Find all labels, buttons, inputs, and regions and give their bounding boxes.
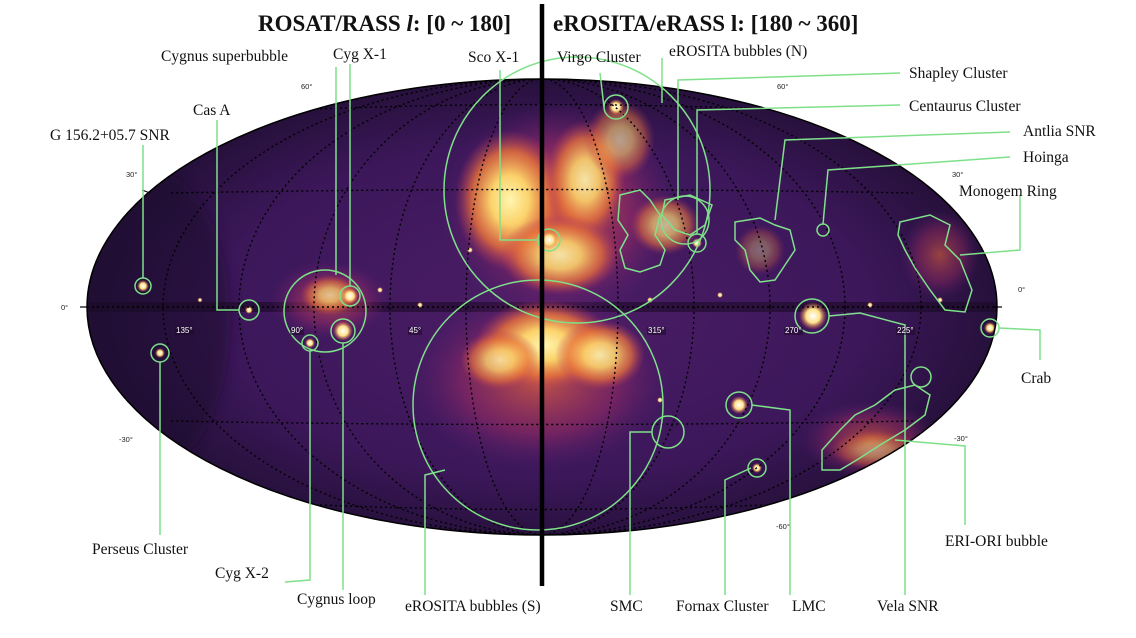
- label-eri-ori-bubble: ERI-ORI bubble: [945, 533, 1048, 550]
- title-rosat: ROSAT/RASS l: [0 ~ 180]: [258, 12, 511, 35]
- title-rosat-prefix: ROSAT/RASS: [258, 11, 407, 36]
- label-antlia-snr: Antlia SNR: [1023, 123, 1096, 140]
- lat-label-0-left: 0°: [61, 303, 69, 312]
- lat-label-60-right: 60°: [777, 82, 789, 91]
- label-erosita-bubbles-n: eROSITA bubbles (N): [669, 43, 808, 60]
- label-monogem-ring: Monogem Ring: [959, 183, 1057, 200]
- lon-label-45: 45°: [408, 326, 423, 335]
- lat-label-m30-left: -30°: [119, 435, 133, 444]
- label-hoinga: Hoinga: [1023, 149, 1069, 166]
- label-cygnus-superbubble: Cygnus superbubble: [161, 48, 289, 65]
- lat-label-30-left: 30°: [126, 170, 138, 179]
- label-shapley-cluster: Shapley Cluster: [909, 65, 1008, 82]
- lon-label-135: 135°: [175, 326, 194, 335]
- label-fornax-cluster: Fornax Cluster: [676, 598, 769, 615]
- lat-label-0-right: 0°: [1018, 285, 1026, 294]
- label-virgo-cluster: Virgo Cluster: [557, 49, 641, 66]
- label-cas-a: Cas A: [193, 102, 231, 119]
- label-g156-snr: G 156.2+05.7 SNR: [50, 127, 170, 144]
- label-vela-snr: Vela SNR: [877, 598, 939, 615]
- lat-label-m60-right: -60°: [776, 522, 790, 531]
- annotation-leaders: [142, 58, 1041, 595]
- title-rosat-italic: l: [406, 11, 413, 36]
- label-sco-x1: Sco X-1: [468, 49, 520, 66]
- label-smc: SMC: [610, 598, 643, 615]
- title-erosita: eROSITA/eRASS l: [180 ~ 360]: [553, 11, 859, 36]
- lon-label-315: 315°: [647, 326, 666, 335]
- label-erosita-bubbles-s: eROSITA bubbles (S): [405, 598, 541, 615]
- lon-label-225: 225°: [896, 326, 915, 335]
- label-cyg-x1: Cyg X-1: [333, 46, 387, 63]
- lat-label-m30-right: -30°: [954, 434, 968, 443]
- label-lmc: LMC: [792, 598, 826, 615]
- label-cygnus-loop: Cygnus loop: [297, 591, 376, 608]
- lat-label-60-left: 60°: [301, 82, 313, 91]
- title-rosat-suffix: : [0 ~ 180]: [412, 11, 512, 36]
- label-perseus-cluster: Perseus Cluster: [92, 541, 189, 558]
- lon-label-90: 90°: [290, 326, 305, 335]
- label-centaurus-cluster: Centaurus Cluster: [909, 98, 1021, 115]
- label-crab: Crab: [1021, 370, 1052, 387]
- label-cyg-x2: Cyg X-2: [215, 565, 269, 582]
- lat-label-30-right: 30°: [952, 170, 964, 179]
- lon-label-270: 270°: [784, 326, 803, 335]
